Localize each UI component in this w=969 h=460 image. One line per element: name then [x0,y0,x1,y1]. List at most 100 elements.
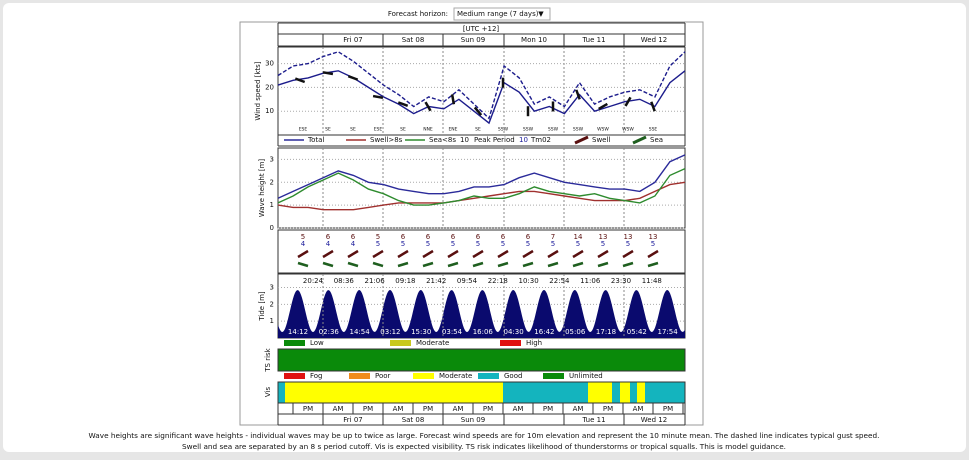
wind-arrow [424,101,432,112]
sea-arrow [397,261,409,268]
tm02-period: 5 [401,240,405,248]
y-tick-label: 20 [265,83,274,91]
select-caret[interactable]: ▼ [538,10,544,18]
peak-period: 6 [351,233,356,241]
ampm-label: PM [363,405,373,413]
tm02-period: 4 [351,240,356,248]
y-tick-label: 0 [270,224,274,232]
vis-bar [278,382,685,403]
y-tick-label: 3 [270,155,274,163]
day-label: Wed 12 [641,36,667,44]
y-tick-label: 1 [270,317,274,325]
low-tide-time: 15:30 [411,328,431,336]
ampm-label: AM [393,405,404,413]
wind-arrow [598,102,608,111]
tm02-period: 4 [301,240,306,248]
wind-arrow [650,101,656,112]
peak-period: 5 [301,233,305,241]
timezone: [UTC +12] [463,25,500,33]
horizon-value[interactable]: Medium range (7 days) [457,10,539,18]
legend-label: Total [307,136,324,144]
low-tide-time: 14:12 [288,328,308,336]
footer-text: Swell and sea are separated by an 8 s pe… [182,442,786,451]
swell-arrow [597,249,609,259]
high-tide-time: 09:18 [395,277,415,285]
legend-label: Low [310,339,324,347]
y-tick-label: 1 [270,201,274,209]
horizon-select[interactable] [453,7,551,21]
sea-arrow [447,261,459,268]
low-tide-time: 16:42 [534,328,554,336]
low-tide-time: 17:54 [658,328,679,336]
low-tide-time: 05:06 [565,328,586,336]
footer-text: Wave heights are significant wave height… [89,431,880,440]
wind-arrow [372,94,384,100]
peak-period: 5 [376,233,380,241]
high-tide-time: 20:24 [303,277,324,285]
legend-arrow [574,135,589,145]
low-tide-time: 05:42 [627,328,647,336]
swell-arrow [497,249,509,259]
legend-label: Tm02 [530,136,551,144]
ts-panel [277,348,686,372]
peak-period: 6 [426,233,431,241]
legend-swatch [500,340,521,346]
legend-label: High [526,339,542,347]
y-tick-label: 2 [270,178,274,186]
direction-label: SSW [498,127,509,133]
legend-label: Moderate [416,339,449,347]
direction-label: NNE [423,127,433,133]
legend-label: Unlimited [569,372,603,380]
wind-arrow [624,96,632,107]
swell-arrow [647,249,659,259]
sea-arrow [297,261,309,268]
y-axis-label: Wave height [m] [258,159,266,218]
direction-label: WSW [622,127,634,133]
legend-swatch [478,373,499,379]
direction-label: ESE [374,127,383,133]
day-label: Fri 07 [343,416,362,424]
legend-swatch [349,373,370,379]
wind-arrow [473,106,483,116]
high-tide-time: 11:06 [580,277,601,285]
swell-arrow [547,249,559,259]
ampm-label: AM [453,405,464,413]
high-tide-time: 10:30 [519,277,539,285]
legend-label: Peak Period [474,136,515,144]
tide-area [278,290,685,338]
swell-arrow [297,249,309,259]
direction-label: SSW [573,127,584,133]
direction-label: SSE [649,127,658,133]
series-line [277,167,686,206]
ampm-label: AM [333,405,344,413]
legend-label: Swell [592,136,610,144]
legend-label: Sea<8s [429,136,456,144]
sea-arrow [422,261,434,268]
legend-label: Swell>8s [370,136,403,144]
wind-arrow [322,71,334,76]
legend-label: Good [504,372,522,380]
legend-label: 10 [460,136,469,144]
peak-period: 6 [526,233,531,241]
day-label: Tue 11 [581,416,605,424]
tm02-period: 5 [426,240,430,248]
day-label: Sun 09 [461,416,485,424]
high-tide-time: 11:48 [642,277,662,285]
high-tide-time: 08:36 [334,277,355,285]
wind-arrow [575,89,581,100]
direction-label: SE [325,127,331,133]
direction-label: SE [400,127,406,133]
high-tide-time: 22:18 [488,277,508,285]
sea-arrow [322,261,334,268]
ampm-label: AM [573,405,584,413]
vis-label: Vis [264,387,272,398]
day-label: Sat 08 [402,416,425,424]
low-tide-time: 02:36 [319,328,340,336]
sea-arrow [372,261,384,268]
swell-arrow [372,249,384,259]
series-line [277,154,686,199]
sea-arrow [547,261,559,268]
legend-swatch [284,373,305,379]
ampm-label: PM [483,405,493,413]
swell-arrow [472,249,484,259]
